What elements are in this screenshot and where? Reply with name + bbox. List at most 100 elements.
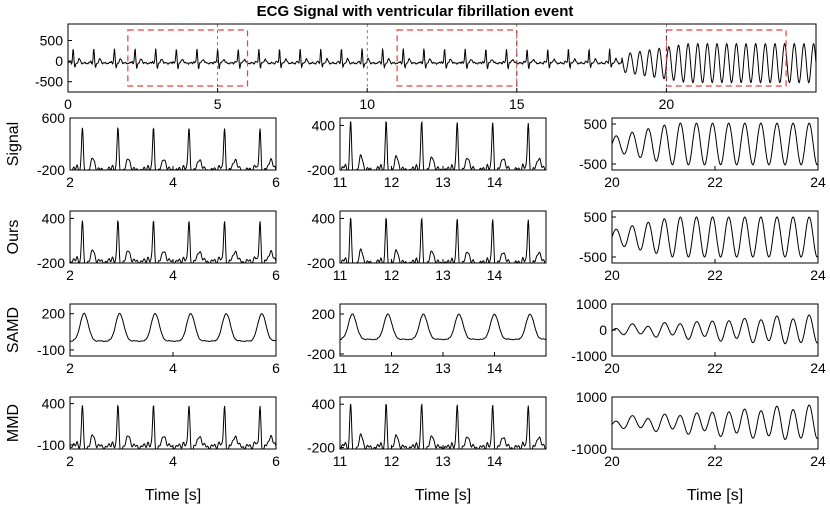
row-label-signal: Signal [5,122,22,166]
panel-10 [69,396,277,450]
y-tick-label: 400 [312,210,336,226]
series-line [611,404,819,441]
x-tick-label: 20 [604,174,620,190]
x-tick-label: 14 [487,267,503,283]
panel-7 [69,303,277,357]
x-tick-label: 14 [487,174,503,190]
y-tick-label: 500 [40,32,64,48]
axes-box [611,210,819,264]
x-tick-label: 24 [810,174,826,190]
x-tick-label: 24 [810,360,826,376]
x-tick-label: 11 [333,453,348,469]
y-tick-label: -500 [579,249,607,265]
axes-box [69,210,277,264]
x-tick-label: 20 [604,267,620,283]
y-tick-label: -500 [35,74,63,90]
y-tick-label: 400 [42,396,66,412]
x-tick-label: 12 [384,453,400,469]
axes-box [69,117,277,171]
x-tick-label: 12 [384,267,400,283]
y-tick-label: 400 [312,117,336,133]
x-tick-label: 4 [169,267,177,283]
panel-1 [69,117,277,171]
x-tick-label: 6 [272,174,280,190]
series-line [611,216,819,258]
x-tick-label: 6 [272,360,280,376]
y-tick-label: 500 [584,116,608,132]
x-tick-label: 13 [435,174,451,190]
x-tick-label: 22 [707,267,723,283]
highlight-window-2 [665,29,787,87]
x-tick-label: 2 [66,360,74,376]
x-axis-title-2: Time [s] [415,487,471,504]
x-tick-label: 15 [509,96,525,112]
axes-box [69,303,277,357]
x-tick-label: 14 [487,453,503,469]
series-line [611,314,819,345]
y-tick-label: -200 [307,346,335,362]
x-tick-label: 2 [66,174,74,190]
series-line [339,403,547,450]
axes-box [339,210,547,264]
series-line [70,312,277,343]
x-tick-label: 6 [272,267,280,283]
x-tick-label: 4 [169,453,177,469]
x-tick-label: 10 [359,96,375,112]
x-tick-label: 20 [604,453,620,469]
x-tick-label: 4 [169,360,177,376]
axes-box [67,23,817,93]
x-tick-label: 11 [333,174,348,190]
y-tick-label: -200 [37,255,65,271]
panel-8 [339,303,547,357]
y-tick-label: -100 [37,342,65,358]
axes-box [339,303,547,357]
x-tick-label: 24 [810,453,826,469]
panel-2 [339,117,547,171]
x-tick-label: 11 [333,360,348,376]
y-tick-label: 400 [42,210,66,226]
panel-12 [611,396,819,450]
x-tick-label: 2 [66,453,74,469]
x-tick-label: 20 [659,96,675,112]
y-tick-label: 1000 [576,389,607,405]
y-tick-label: 400 [312,396,336,412]
series-line [340,217,546,264]
series-line [67,42,817,84]
panel-11 [339,396,547,450]
y-tick-label: -1000 [571,441,607,457]
y-tick-label: -1000 [571,348,607,364]
panel-4 [69,210,277,264]
x-tick-label: 20 [604,360,620,376]
y-tick-label: 0 [599,322,607,338]
x-tick-label: 22 [707,360,723,376]
y-tick-label: -200 [37,162,65,178]
axes-box [611,396,819,450]
y-tick-label: -500 [579,156,607,172]
x-tick-label: 13 [435,453,451,469]
x-tick-label: 0 [64,96,72,112]
y-tick-label: 200 [42,306,66,322]
x-tick-label: 22 [707,453,723,469]
series-line [611,122,819,166]
x-axis-title-3: Time [s] [687,487,743,504]
axes-box [611,303,819,357]
x-tick-label: 24 [810,267,826,283]
y-tick-label: -200 [307,255,335,271]
x-axis-title-1: Time [s] [145,487,201,504]
y-tick-label: 200 [312,306,336,322]
axes-box [339,117,547,171]
x-tick-label: 12 [384,174,400,190]
y-tick-label: -200 [307,162,335,178]
x-tick-label: 13 [435,267,451,283]
series-line [340,313,546,341]
row-label-ours: Ours [5,220,22,255]
x-tick-label: 2 [66,267,74,283]
x-tick-label: 6 [272,453,280,469]
series-line [69,219,277,264]
row-label-samd: SAMD [5,307,22,353]
highlight-window-0 [127,29,249,87]
axes-box [339,396,547,450]
series-line [70,126,277,171]
panel-9 [611,303,819,357]
